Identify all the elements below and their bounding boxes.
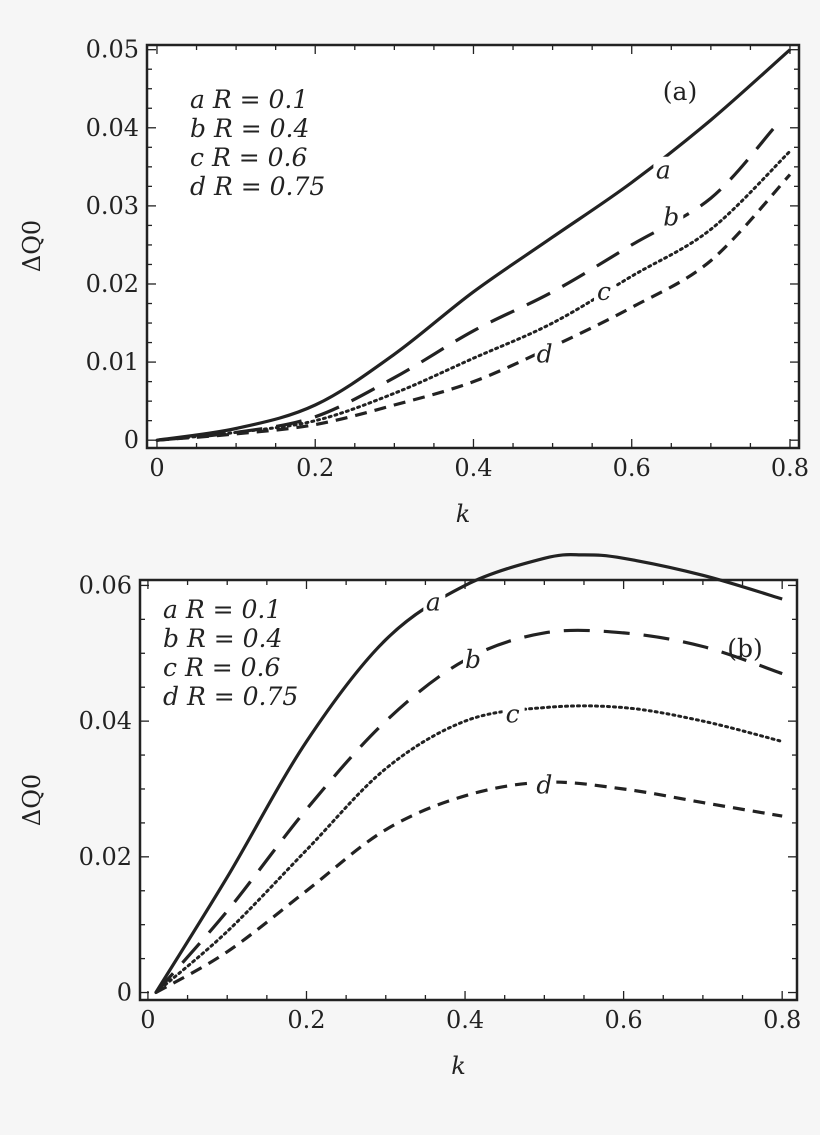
- x-tick-label: 0.6: [613, 454, 651, 482]
- y-tick-label: 0.04: [86, 114, 139, 142]
- series-line-c: [154, 704, 784, 994]
- legend-entry: d R = 0.75: [190, 172, 325, 201]
- series-line-a: [156, 48, 792, 442]
- y-tick-label: 0.03: [86, 192, 139, 220]
- y-tick-label: 0.02: [79, 843, 132, 871]
- x-tick-label: 0.8: [771, 454, 809, 482]
- x-tick-label: 0: [149, 454, 164, 482]
- series-label-bg: [534, 340, 557, 367]
- legend-entry: a R = 0.1: [190, 85, 308, 114]
- panel-a: 0 0.2 0.4 0.6 0.800.010.020.030.040.05kΔQ0ab…: [18, 36, 809, 528]
- series-label-b: b: [465, 645, 481, 674]
- legend-entry: b R = 0.4: [190, 114, 309, 143]
- x-axis-label: k: [456, 500, 471, 528]
- y-tick-label: 0.06: [79, 571, 132, 599]
- series-label-b: b: [663, 203, 679, 232]
- series-label-a: a: [426, 587, 441, 616]
- series-label-a: a: [656, 156, 671, 185]
- x-tick-label: 0.2: [296, 454, 334, 482]
- x-tick-label: 0.4: [446, 1006, 484, 1034]
- series-label-bg: [423, 588, 446, 615]
- series-line-c: [155, 149, 792, 442]
- series-line-b: [154, 628, 783, 994]
- series-label-c: c: [506, 699, 520, 728]
- x-tick-label: 0.2: [287, 1006, 325, 1034]
- series-label-d: d: [537, 339, 553, 368]
- panel-label: (b): [727, 634, 763, 663]
- x-axis-label: k: [451, 1052, 466, 1080]
- panel-label: (a): [663, 77, 697, 106]
- x-tick-label: 0.6: [605, 1006, 643, 1034]
- series-label-bg: [653, 156, 676, 183]
- y-tick-label: 0: [124, 426, 139, 454]
- y-axis-label: ΔQ0: [18, 774, 46, 826]
- y-axis-label: ΔQ0: [18, 220, 46, 272]
- legend-entry: c R = 0.6: [163, 653, 280, 682]
- series-line-b: [156, 126, 776, 442]
- series-label-bg: [502, 700, 525, 727]
- series-label-bg: [661, 203, 684, 230]
- series-line-a: [154, 553, 783, 994]
- y-tick-label: 0.04: [79, 707, 132, 735]
- series-line-d: [156, 173, 792, 442]
- y-tick-label: 0.01: [86, 348, 139, 376]
- y-tick-label: 0: [117, 979, 132, 1007]
- series-label-bg: [534, 771, 557, 798]
- x-tick-label: 0.8: [763, 1006, 801, 1034]
- legend-entry: d R = 0.75: [163, 682, 298, 711]
- legend-entry: a R = 0.1: [163, 595, 281, 624]
- series-line-d: [155, 780, 783, 994]
- legend-entry: c R = 0.6: [190, 143, 307, 172]
- y-tick-label: 0.02: [86, 270, 139, 298]
- series-label-bg: [462, 646, 485, 673]
- series-label-bg: [594, 277, 617, 304]
- y-tick-label: 0.05: [86, 36, 139, 64]
- series-label-d: d: [536, 771, 552, 800]
- x-tick-label: 0.4: [454, 454, 492, 482]
- panel-b: 0 0.2 0.4 0.6 0.8 0 0.02 0.04 0.06 k ΔQ0 abc d a R = …: [18, 553, 801, 1080]
- series-label-c: c: [597, 277, 611, 306]
- legend-entry: b R = 0.4: [163, 624, 282, 653]
- x-tick-label: 0: [140, 1006, 155, 1034]
